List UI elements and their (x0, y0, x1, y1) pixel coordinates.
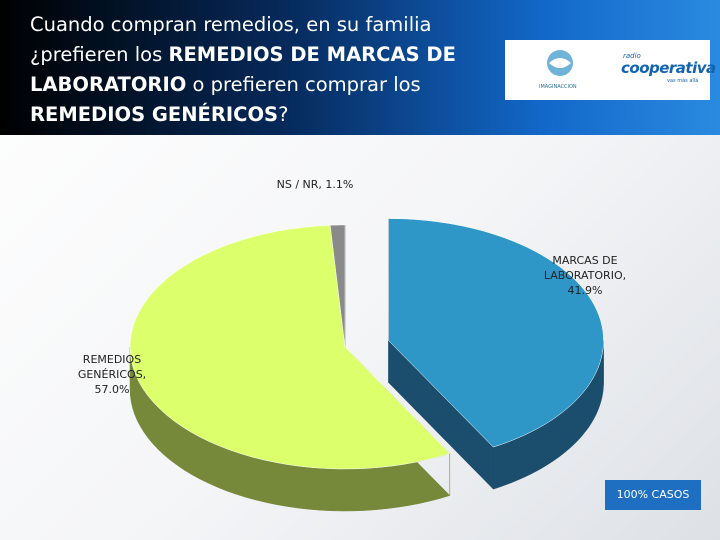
data-label: REMEDIOS GENÉRICOS, 57.0% (77, 353, 147, 396)
pie-slice (388, 218, 604, 448)
logo-text: radio (623, 52, 641, 60)
logo-text: vas más allá (667, 78, 699, 84)
logo-text: IMAGINACCION (539, 84, 577, 90)
data-label: MARCAS DE LABORATORIO, 41.9% (543, 254, 627, 297)
logo-icon (547, 50, 573, 76)
data-label: NS / NR, 1.1% (276, 178, 354, 191)
logo-text: cooperativa (621, 59, 716, 77)
banner: Cuando compran remedios, en su familia ¿… (0, 0, 720, 135)
title-text: o prefieren comprar los (186, 73, 421, 96)
footnote: 100% CASOS (605, 480, 701, 510)
title-text: Cuando compran remedios, en su familia ¿… (30, 13, 432, 66)
logo-box: IMAGINACCION radio cooperativa vas más a… (505, 40, 716, 100)
pie-slice (329, 224, 346, 348)
title: Cuando compran remedios, en su familia ¿… (30, 10, 500, 130)
title-text: REMEDIOS DE MARCAS DE LABORATORIO (30, 43, 456, 96)
title-text: ? (278, 103, 289, 126)
pie-chart (129, 218, 604, 512)
pie-slice (129, 225, 451, 470)
title-text: REMEDIOS GENÉRICOS (30, 103, 279, 126)
